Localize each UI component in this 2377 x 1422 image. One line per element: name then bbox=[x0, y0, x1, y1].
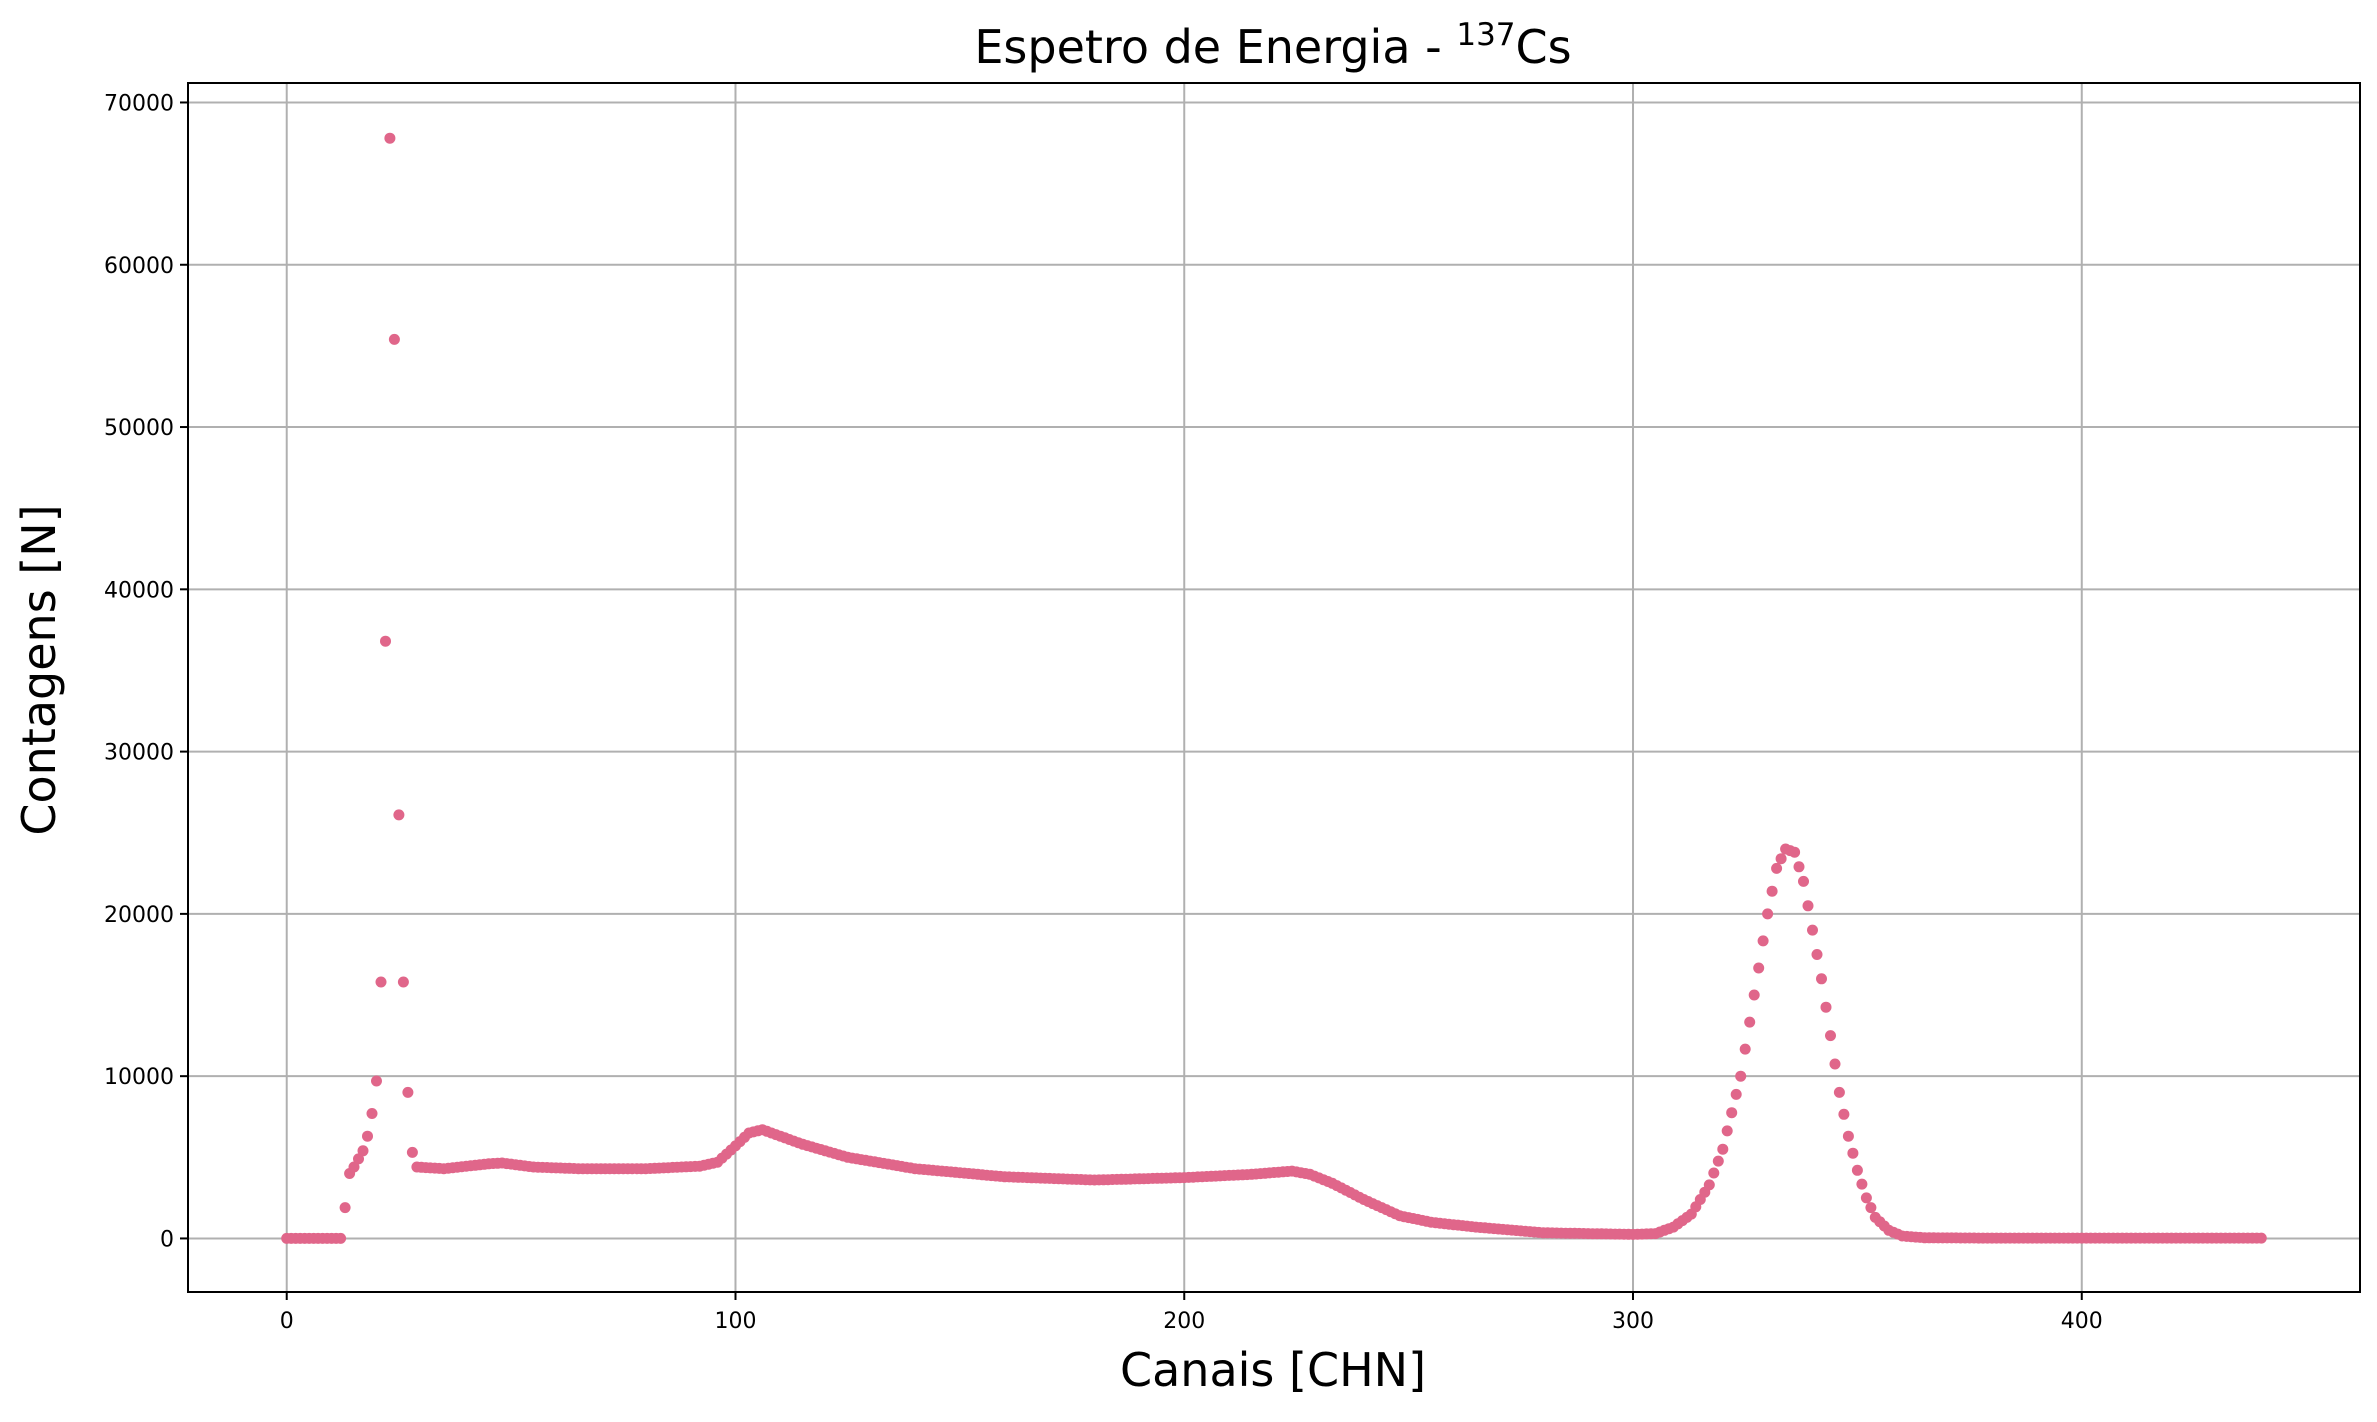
data-point bbox=[1838, 1108, 1850, 1120]
data-point bbox=[1793, 861, 1805, 873]
y-tick-label: 70000 bbox=[104, 91, 174, 116]
data-point bbox=[397, 976, 409, 988]
data-point bbox=[1726, 1107, 1738, 1119]
data-point bbox=[1798, 875, 1809, 887]
data-point bbox=[1739, 1043, 1751, 1055]
data-point bbox=[335, 1232, 347, 1244]
data-point bbox=[380, 635, 391, 647]
data-points bbox=[281, 132, 2267, 1244]
data-point bbox=[375, 976, 387, 988]
data-point bbox=[1802, 900, 1814, 912]
data-point bbox=[406, 1146, 418, 1158]
data-point bbox=[1762, 908, 1774, 920]
y-tick-label: 40000 bbox=[104, 578, 174, 603]
chart-title-superscript: 137 bbox=[1456, 17, 1515, 53]
data-point bbox=[348, 1161, 360, 1173]
data-point bbox=[1717, 1143, 1729, 1155]
data-point bbox=[1856, 1178, 1868, 1190]
y-axis-ticks: 0 10000 20000 30000 40000 50000 60000 70000 bbox=[104, 91, 188, 1252]
x-axis-ticks: 0 100 200 300 400 bbox=[280, 1292, 2103, 1334]
x-tick-label: 0 bbox=[280, 1309, 294, 1334]
plot-frame bbox=[187, 82, 2361, 1293]
data-point bbox=[1712, 1155, 1724, 1167]
x-axis-title: Canais [CHN] bbox=[1120, 1343, 1426, 1397]
y-tick-label: 30000 bbox=[104, 741, 174, 766]
data-point bbox=[1766, 885, 1778, 897]
y-tick-label: 0 bbox=[160, 1227, 174, 1252]
data-point bbox=[353, 1153, 364, 1165]
y-tick-label: 10000 bbox=[104, 1065, 174, 1090]
data-point bbox=[1748, 989, 1760, 1001]
y-tick-label: 20000 bbox=[104, 903, 174, 928]
data-point bbox=[362, 1130, 373, 1142]
data-point bbox=[1820, 1001, 1832, 1013]
y-tick-label: 50000 bbox=[104, 416, 174, 441]
x-tick-label: 300 bbox=[1612, 1309, 1654, 1334]
grid-lines bbox=[188, 83, 2360, 1292]
data-point bbox=[388, 333, 400, 345]
x-tick-label: 200 bbox=[1163, 1309, 1205, 1334]
data-point bbox=[1865, 1202, 1877, 1214]
data-point bbox=[1703, 1179, 1715, 1191]
data-point bbox=[1708, 1167, 1720, 1179]
data-point bbox=[1730, 1088, 1742, 1100]
data-point bbox=[1807, 924, 1818, 936]
data-point bbox=[2255, 1232, 2267, 1244]
x-tick-label: 400 bbox=[2061, 1309, 2103, 1334]
data-point bbox=[1847, 1147, 1859, 1159]
data-point bbox=[1816, 973, 1827, 985]
data-point bbox=[1721, 1125, 1733, 1137]
x-tick-label: 100 bbox=[714, 1309, 756, 1334]
data-point bbox=[1789, 846, 1801, 858]
data-point bbox=[371, 1075, 382, 1087]
data-point bbox=[1735, 1070, 1747, 1082]
y-tick-label: 60000 bbox=[104, 254, 174, 279]
data-point bbox=[384, 132, 396, 144]
data-point bbox=[1753, 962, 1765, 974]
data-point bbox=[1842, 1130, 1854, 1142]
data-point bbox=[1851, 1164, 1863, 1176]
data-point bbox=[366, 1108, 378, 1119]
data-point bbox=[357, 1145, 369, 1157]
data-point bbox=[1829, 1058, 1841, 1070]
data-point bbox=[1833, 1086, 1845, 1098]
data-point bbox=[1775, 853, 1787, 865]
chart-title-suffix: Cs bbox=[1516, 20, 1572, 74]
chart-title-main: Espetro de Energia - bbox=[974, 20, 1456, 74]
data-point bbox=[1811, 949, 1823, 960]
data-point bbox=[1771, 862, 1783, 874]
data-point bbox=[393, 809, 405, 821]
data-point bbox=[1757, 935, 1769, 947]
y-axis-title: Contagens [N] bbox=[12, 504, 66, 835]
data-point bbox=[1825, 1030, 1836, 1042]
chart-title: Espetro de Energia - 137Cs bbox=[974, 17, 1571, 74]
data-point bbox=[402, 1086, 414, 1098]
data-point bbox=[1744, 1016, 1756, 1028]
data-point bbox=[339, 1202, 351, 1214]
data-point bbox=[1860, 1192, 1872, 1204]
